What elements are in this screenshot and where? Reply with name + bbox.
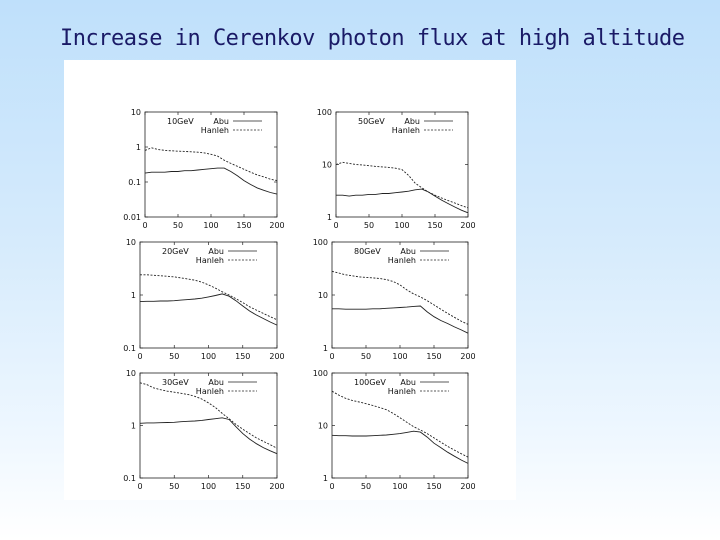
x-tick-label: 100	[392, 482, 407, 491]
panel-energy-label: 80GeV	[354, 247, 381, 256]
legend-entry-label: Abu	[404, 117, 420, 126]
series-line-abu	[139, 417, 278, 455]
x-tick-label: 0	[142, 221, 147, 230]
panel-energy-label: 20GeV	[162, 247, 189, 256]
series-line-abu	[332, 305, 469, 334]
y-tick-label: 1	[136, 143, 141, 152]
y-tick-label: 10	[126, 369, 136, 378]
legend-entry-label: Abu	[400, 247, 416, 256]
y-tick-label: 0.1	[128, 178, 141, 187]
series-line-hanleh	[139, 382, 278, 449]
y-tick-label: 10	[131, 108, 141, 117]
legend-entry-label: Hanleh	[196, 256, 224, 265]
y-tick-label: 0.1	[123, 474, 136, 483]
x-tick-label: 150	[427, 221, 442, 230]
x-tick-label: 50	[173, 221, 183, 230]
legend-entry-label: Abu	[213, 117, 229, 126]
x-tick-label: 0	[333, 221, 338, 230]
legend-entry-label: Hanleh	[196, 387, 224, 396]
x-tick-label: 0	[329, 482, 334, 491]
series-line-hanleh	[140, 274, 278, 321]
x-tick-label: 200	[460, 482, 475, 491]
x-tick-label: 100	[201, 482, 216, 491]
series-line-abu	[139, 293, 278, 326]
x-tick-label: 0	[329, 352, 334, 361]
series-line-hanleh	[335, 161, 469, 209]
x-tick-label: 100	[392, 352, 407, 361]
x-tick-label: 50	[364, 221, 374, 230]
x-tick-label: 150	[235, 482, 250, 491]
y-tick-label: 1	[131, 422, 136, 431]
y-tick-label: 100	[313, 369, 328, 378]
y-tick-label: 1	[323, 474, 328, 483]
y-tick-label: 1	[327, 213, 332, 222]
legend-entry-label: Abu	[208, 378, 224, 387]
series-line-hanleh	[144, 147, 278, 182]
y-tick-label: 0.01	[123, 213, 141, 222]
y-tick-label: 10	[322, 161, 332, 170]
x-tick-label: 150	[236, 221, 251, 230]
x-tick-label: 150	[235, 352, 250, 361]
legend-entry-label: Hanleh	[388, 256, 416, 265]
y-tick-label: 10	[126, 238, 136, 247]
legend-entry-label: Hanleh	[201, 126, 229, 135]
x-tick-label: 50	[169, 482, 179, 491]
x-tick-label: 0	[137, 482, 142, 491]
y-tick-label: 100	[313, 238, 328, 247]
chart-figure: 10 1 0.1 0.01 0 50 100 150 200 10GeV Abu Hanleh 100 1…	[64, 60, 516, 500]
y-tick-label: 0.1	[123, 344, 136, 353]
slide-title: Increase in Cerenkov photon flux at high…	[60, 26, 685, 51]
panel-energy-label: 50GeV	[358, 117, 385, 126]
x-tick-label: 100	[203, 221, 218, 230]
x-tick-label: 50	[361, 482, 371, 491]
legend-entry-label: Abu	[208, 247, 224, 256]
x-tick-label: 100	[201, 352, 216, 361]
series-line-abu	[331, 430, 469, 464]
x-tick-label: 200	[269, 352, 284, 361]
x-tick-label: 200	[269, 221, 284, 230]
series-line-hanleh	[331, 270, 469, 325]
x-tick-label: 200	[460, 352, 475, 361]
panel-energy-label: 100GeV	[354, 378, 386, 387]
panel-energy-label: 30GeV	[162, 378, 189, 387]
x-tick-label: 100	[394, 221, 409, 230]
x-tick-label: 200	[269, 482, 284, 491]
y-tick-label: 1	[131, 291, 136, 300]
y-tick-label: 10	[318, 291, 328, 300]
legend-entry-label: Abu	[400, 378, 416, 387]
x-tick-label: 50	[361, 352, 371, 361]
series-line-abu	[336, 188, 469, 214]
y-tick-label: 10	[318, 422, 328, 431]
x-tick-label: 200	[460, 221, 475, 230]
panel-energy-label: 10GeV	[167, 117, 194, 126]
series-line-hanleh	[331, 390, 469, 458]
legend-entry-label: Hanleh	[388, 387, 416, 396]
x-tick-label: 150	[426, 482, 441, 491]
y-tick-label: 1	[323, 344, 328, 353]
x-tick-label: 150	[426, 352, 441, 361]
y-tick-label: 100	[317, 108, 332, 117]
series-line-abu	[144, 167, 278, 195]
legend-entry-label: Hanleh	[392, 126, 420, 135]
x-tick-label: 0	[137, 352, 142, 361]
x-tick-label: 50	[169, 352, 179, 361]
